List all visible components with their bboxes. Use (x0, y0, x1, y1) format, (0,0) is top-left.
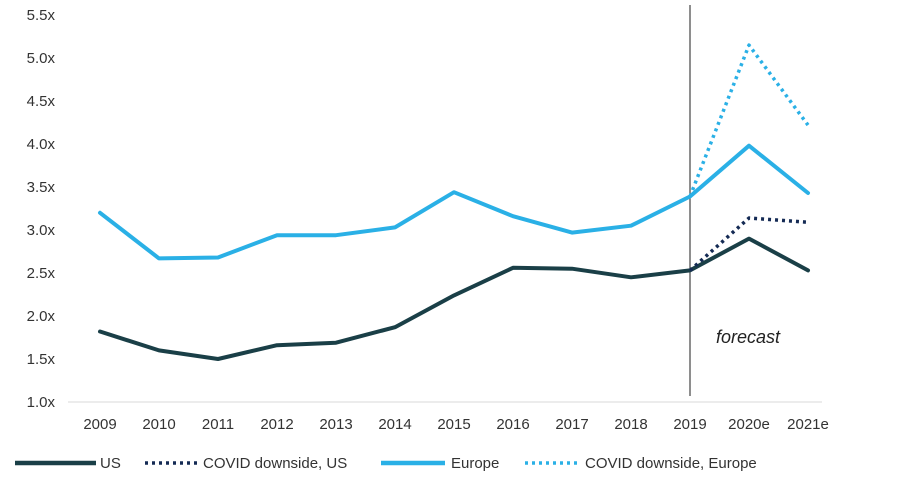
x-tick-label: 2020e (728, 416, 770, 433)
y-tick-label: 1.5x (27, 351, 56, 368)
x-tick-label: 2011 (202, 416, 234, 433)
x-tick-label: 2013 (319, 416, 352, 433)
legend-label-us: US (100, 455, 121, 472)
y-tick-label: 4.5x (27, 93, 56, 110)
x-tick-label: 2019 (673, 416, 706, 433)
x-tick-label: 2009 (83, 416, 116, 433)
forecast-label: forecast (716, 327, 781, 347)
y-tick-label: 3.0x (27, 222, 56, 239)
y-tick-label: 3.5x (27, 179, 56, 196)
x-tick-label: 2018 (614, 416, 647, 433)
legend-label-europe: Europe (451, 455, 499, 472)
series-line-covid-downside-europe (688, 43, 810, 198)
x-tick-label: 2016 (496, 416, 529, 433)
y-tick-label: 2.0x (27, 308, 56, 325)
x-tick-label: 2014 (378, 416, 411, 433)
x-tick-label: 2015 (437, 416, 470, 433)
legend: US COVID downside, US Europe COVID downside… (15, 455, 757, 472)
legend-label-covid-downside-europe: COVID downside, Europe (585, 455, 757, 472)
legend-label-covid-downside-us: COVID downside, US (203, 455, 347, 472)
series-layer (98, 43, 810, 361)
x-tick-label: 2012 (260, 416, 293, 433)
y-axis-ticks: 1.0x 1.5x 2.0x 2.5x 3.0x 3.5x 4.0x 4.5x 5.0x 5.5x (27, 7, 56, 411)
y-tick-label: 4.0x (27, 136, 56, 153)
y-tick-label: 1.0x (27, 394, 56, 411)
y-tick-label: 2.5x (27, 265, 56, 282)
y-tick-label: 5.0x (27, 50, 56, 67)
x-tick-label: 2010 (142, 416, 175, 433)
x-tick-label: 2017 (555, 416, 588, 433)
x-axis-ticks: 2009 2010 2011 2012 2013 2014 2015 2016 2017 2018… (83, 416, 829, 433)
y-tick-label: 5.5x (27, 7, 56, 24)
x-tick-label: 2021e (787, 416, 829, 433)
series-line-covid-downside-us (688, 216, 809, 272)
